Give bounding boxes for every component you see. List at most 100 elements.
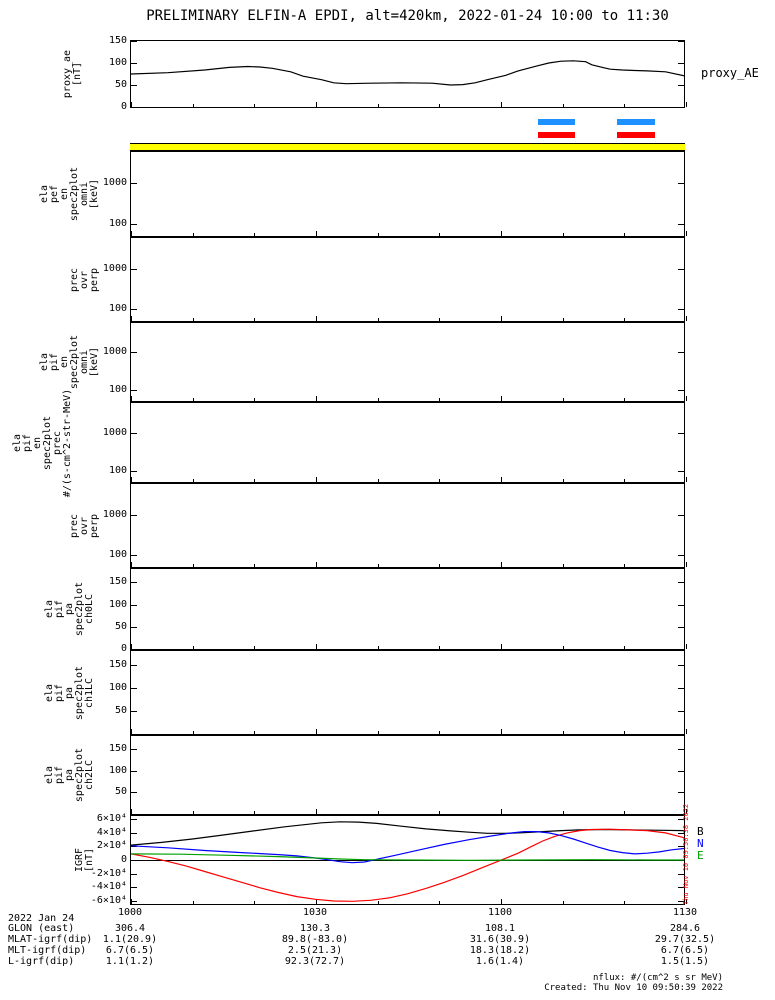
x-tick-mark <box>316 316 317 321</box>
y-tick-mark <box>131 832 137 834</box>
x-tick-mark <box>501 477 502 482</box>
y-tick-label: 100 <box>108 383 127 395</box>
ephemeris-value: 108.1 <box>484 923 516 934</box>
x-tick-mark <box>131 316 132 321</box>
time-tick-label: 1030 <box>302 907 328 918</box>
y-tick-mark <box>131 582 137 584</box>
x-tick-mark <box>316 231 317 236</box>
y-tick-mark <box>131 63 137 64</box>
y-tick-mark <box>131 649 137 650</box>
p-a-y-axis-label: ela pef en spec2plot omni [keV] <box>38 166 100 222</box>
ephemeris-row-label: MLAT-igrf(dip) <box>8 934 93 945</box>
y-tick-label: 100 <box>108 302 127 314</box>
y-tick-label: -6×10⁴ <box>90 894 127 906</box>
x-tick-mark <box>131 102 132 107</box>
p-c-y-axis-label: ela pif en spec2plot omni [keV] <box>38 334 100 390</box>
side-timestamp-text: Thu Nov 10 09:50:38 2022 <box>682 803 690 905</box>
y-tick-mark <box>678 649 684 650</box>
x-minor-tick-mark <box>377 811 379 814</box>
x-tick-mark <box>686 809 687 814</box>
x-minor-tick-mark <box>562 398 564 401</box>
panel-ela-pif-pa-ch2lc: ela pif pa spec2plot ch2LC 150 100 50 <box>44 735 687 815</box>
y-tick-mark <box>678 887 684 889</box>
x-minor-tick-mark <box>254 318 256 321</box>
time-tick-label: 1000 <box>117 907 143 918</box>
x-tick-mark <box>686 477 687 482</box>
x-tick-mark <box>686 729 687 734</box>
y-tick-label: 1000 <box>102 426 127 438</box>
x-minor-tick-mark <box>624 318 626 321</box>
proxy-ae-label: proxy_AE <box>701 66 759 80</box>
x-minor-tick-mark <box>254 398 256 401</box>
x-minor-tick-mark <box>562 233 564 236</box>
p-e-y-axis-label: prec ovr perp <box>68 513 100 538</box>
y-tick-mark <box>131 223 137 225</box>
x-tick-mark <box>501 562 502 567</box>
ephemeris-value: 306.4 <box>114 923 146 934</box>
y-tick-mark <box>131 183 137 185</box>
x-tick-mark <box>501 316 502 321</box>
y-tick-mark <box>131 515 137 517</box>
x-tick-mark <box>131 562 132 567</box>
y-tick-mark <box>131 432 137 434</box>
x-tick-mark <box>316 644 317 649</box>
y-tick-mark <box>131 604 137 606</box>
y-tick-mark <box>678 819 684 821</box>
x-minor-tick-mark <box>192 901 194 904</box>
x-minor-tick-mark <box>377 233 379 236</box>
y-tick-label: 150 <box>108 658 127 670</box>
x-tick-mark <box>501 644 502 649</box>
x-minor-tick-mark <box>562 731 564 734</box>
y-tick-mark <box>131 470 137 472</box>
y-tick-mark <box>678 432 684 434</box>
y-tick-mark <box>678 107 684 108</box>
x-minor-tick-mark <box>624 233 626 236</box>
x-minor-tick-mark <box>624 398 626 401</box>
x-minor-tick-mark <box>439 901 441 904</box>
x-minor-tick-mark <box>624 479 626 482</box>
x-tick-mark <box>686 562 687 567</box>
y-tick-label: 1000 <box>102 263 127 275</box>
x-minor-tick-mark <box>192 646 194 649</box>
y-tick-mark <box>678 183 684 185</box>
x-minor-tick-mark <box>562 811 564 814</box>
time-tick-label: 1130 <box>672 907 698 918</box>
panel-pef-prec-ovr-perp: prec ovr perp 1000 100 <box>69 237 687 322</box>
x-minor-tick-mark <box>254 479 256 482</box>
y-tick-mark <box>131 308 137 310</box>
x-tick-mark <box>686 231 687 236</box>
y-tick-label: 6×10⁴ <box>96 813 127 825</box>
y-tick-label: 4×10⁴ <box>96 826 127 838</box>
ephemeris-value: 284.6 <box>669 923 701 934</box>
x-minor-tick-mark <box>562 564 564 567</box>
p-proxy-data-curves <box>131 60 684 86</box>
y-tick-mark <box>131 873 137 875</box>
y-tick-label: 0 <box>120 643 127 654</box>
y-tick-label: 100 <box>108 464 127 476</box>
y-tick-label: 150 <box>108 35 127 46</box>
y-tick-mark <box>678 900 684 902</box>
x-minor-tick-mark <box>254 901 256 904</box>
x-minor-tick-mark <box>624 811 626 814</box>
x-minor-tick-mark <box>192 811 194 814</box>
x-minor-tick-mark <box>439 811 441 814</box>
ephemeris-value: 1.1(20.9) <box>102 934 158 945</box>
y-tick-mark <box>678 515 684 517</box>
panel-ela-pif-pa-ch0lc: ela pif pa spec2plot ch0LC 150 100 50 0 <box>44 568 687 654</box>
y-tick-mark <box>678 792 684 794</box>
x-tick-mark <box>501 809 502 814</box>
y-tick-mark <box>678 63 684 64</box>
x-minor-tick-mark <box>377 318 379 321</box>
y-tick-mark <box>678 389 684 391</box>
ephemeris-value: 1.5(1.5) <box>660 956 710 967</box>
y-tick-mark <box>131 770 137 772</box>
p-igrf-data-curves <box>131 821 684 902</box>
time-tick-label: 1100 <box>487 907 513 918</box>
x-minor-tick-mark <box>562 104 564 107</box>
side-timestamp: Thu Nov 10 09:50:38 2022 <box>682 804 697 905</box>
date-label: 2022 Jan 24 <box>8 913 75 924</box>
saturated-spectrogram-strip <box>130 143 685 151</box>
ephemeris-value: 1.1(1.2) <box>105 956 155 967</box>
x-minor-tick-mark <box>192 104 194 107</box>
x-minor-tick-mark <box>624 646 626 649</box>
